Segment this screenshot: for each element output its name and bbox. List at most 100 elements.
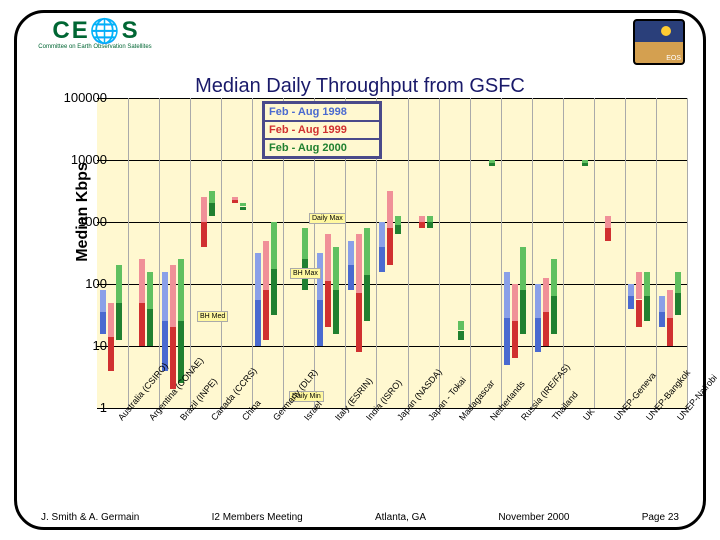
bar-segment: [535, 284, 541, 318]
station-group: [408, 98, 439, 408]
bar-segment: [232, 200, 238, 203]
bar-segment: [348, 241, 354, 266]
bar-segment: [675, 272, 681, 294]
x-axis-label: Australia (CSIRO): [116, 416, 124, 422]
x-axis-label: UK: [581, 416, 589, 422]
slide-frame: CE🌐S Committee on Earth Observation Sate…: [14, 10, 706, 530]
bar-segment: [659, 312, 665, 328]
bar-segment: [263, 241, 269, 291]
bar-segment: [628, 284, 634, 296]
chart-plot-area: Feb - Aug 1998Feb - Aug 1999Feb - Aug 20…: [97, 98, 687, 408]
bar-segment: [504, 318, 510, 365]
bar-segment: [582, 163, 588, 166]
bar-segment: [201, 222, 207, 247]
bar-segment: [147, 272, 153, 309]
station-group: [97, 98, 128, 408]
y-tick-label: 1: [47, 400, 107, 415]
x-axis-label: UNEP-Nairobi: [675, 416, 683, 422]
station-group: [252, 98, 283, 408]
x-axis-label: Israel: [302, 416, 310, 422]
x-axis-label: China: [240, 416, 248, 422]
x-axis-label: Japan (NASDA): [395, 416, 403, 422]
bar-segment: [379, 247, 385, 272]
bar-segment: [667, 290, 673, 318]
y-tick-label: 100: [47, 276, 107, 291]
x-axis-label: Canada (CCRS): [209, 416, 217, 422]
bar-segment: [387, 228, 393, 265]
station-group: [563, 98, 594, 408]
annotation-label: BH Max: [290, 268, 321, 279]
bar-segment: [427, 222, 433, 228]
bar-segment: [543, 278, 549, 312]
bar-segment: [356, 293, 362, 352]
footer: J. Smith & A. Germain I2 Members Meeting…: [41, 512, 679, 523]
bar-segment: [139, 259, 145, 302]
y-tick-label: 10: [47, 338, 107, 353]
bar-segment: [364, 228, 370, 275]
bar-segment: [644, 296, 650, 321]
station-group: [439, 98, 470, 408]
station-group: [376, 98, 407, 408]
bar-segment: [162, 272, 168, 322]
bar-segment: [520, 290, 526, 333]
bar-segment: [139, 303, 145, 346]
footer-date: November 2000: [498, 512, 569, 523]
x-axis-label: Brazil (INPE): [178, 416, 186, 422]
bar-segment: [263, 290, 269, 340]
x-axis-label: Italy (ESRIN): [333, 416, 341, 422]
bar-segment: [543, 312, 549, 346]
bar-segment: [100, 312, 106, 334]
station-group: [501, 98, 532, 408]
bar-segment: [147, 309, 153, 346]
x-axis-label: UNEP-Geneva: [612, 416, 620, 422]
bar-segment: [605, 216, 611, 228]
station-group: [221, 98, 252, 408]
eos-logo: [633, 19, 685, 65]
bar-segment: [387, 191, 393, 228]
bar-segment: [644, 272, 650, 297]
x-axis-label: Russia (IRE/FAS): [519, 416, 527, 422]
y-tick-label: 10000: [47, 152, 107, 167]
bar-segment: [364, 275, 370, 322]
bar-segment: [458, 331, 464, 340]
station-group: [470, 98, 501, 408]
bar-segment: [395, 216, 401, 225]
bar-segment: [255, 253, 261, 300]
gridline-v: [687, 98, 688, 408]
bar-segment: [240, 207, 246, 210]
station-group: [314, 98, 345, 408]
station-group: [128, 98, 159, 408]
bar-segment: [356, 234, 362, 293]
x-axis-label: Netherlands: [488, 416, 496, 422]
station-group: [345, 98, 376, 408]
bar-segment: [458, 321, 464, 330]
bar-segment: [535, 318, 541, 352]
x-axis-label: India (ISRO): [364, 416, 372, 422]
station-group: [594, 98, 625, 408]
bar-segment: [325, 234, 331, 281]
x-axis-label: Japan - Tokai: [426, 416, 434, 422]
bar-segment: [108, 303, 114, 337]
bar-segment: [209, 191, 215, 203]
bar-segment: [512, 321, 518, 358]
bar-segment: [302, 228, 308, 259]
bar-segment: [520, 247, 526, 290]
bar-segment: [108, 337, 114, 371]
bar-segment: [667, 318, 673, 346]
bar-segment: [178, 259, 184, 321]
bar-segment: [255, 300, 261, 347]
ceos-logo: CE🌐S Committee on Earth Observation Sate…: [35, 17, 155, 67]
x-axis-label: UNEP-Bangkok: [644, 416, 652, 422]
bar-segment: [628, 296, 634, 308]
bar-segment: [379, 222, 385, 247]
bar-segment: [116, 303, 122, 340]
y-tick-label: 1000: [47, 214, 107, 229]
bar-segment: [636, 300, 642, 328]
chart-title: Median Daily Throughput from GSFC: [17, 75, 703, 98]
annotation-label: Daily Max: [309, 213, 346, 224]
footer-author: J. Smith & A. Germain: [41, 512, 139, 523]
bar-segment: [504, 272, 510, 319]
bar-segment: [419, 222, 425, 228]
bar-segment: [636, 272, 642, 300]
bar-segment: [348, 265, 354, 290]
